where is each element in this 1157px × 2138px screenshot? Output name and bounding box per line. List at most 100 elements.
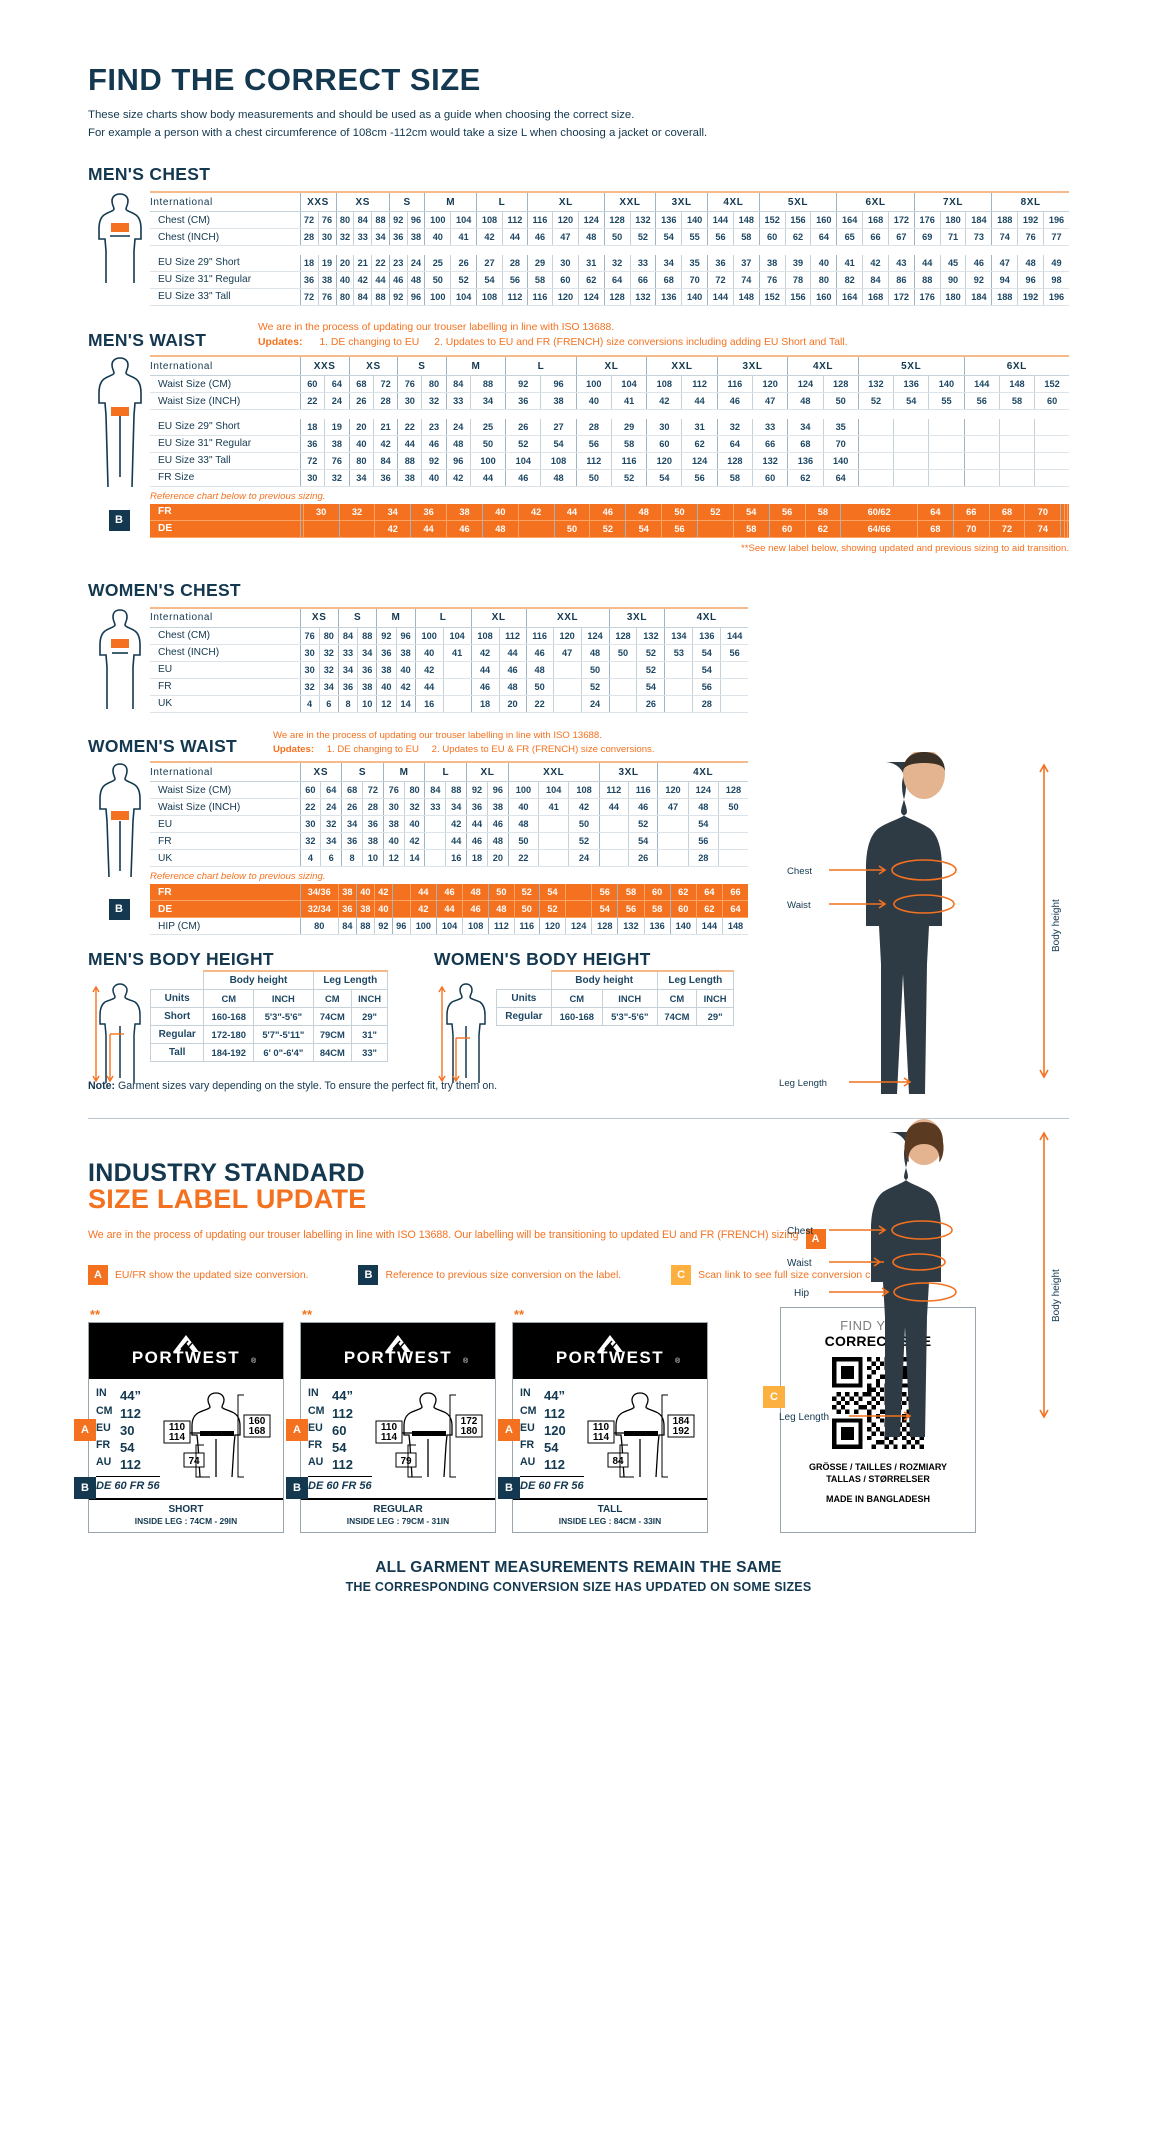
table-row: Waist Size (CM) 60 64 68 72 76 80 84 88 92 96 100 10… (150, 375, 1069, 394)
table-row: FR 32 34 36 38 40 42 44 46 48 50 52 54 56 (150, 832, 748, 851)
cell: 54 (687, 815, 719, 834)
update-line-1: We are in the process of updating our tr… (273, 729, 602, 741)
row-label: Chest (INCH) (150, 644, 300, 662)
cell (552, 695, 582, 713)
row-label: EU Size 33" Tall (150, 288, 300, 306)
table-row: EU Size 31" Regular 36 38 40 42 44 46 48 50 52 54 5… (150, 435, 1069, 453)
cell (299, 503, 304, 521)
cell (928, 435, 965, 453)
cell: 88 (357, 627, 377, 645)
cell: 86 (887, 271, 915, 289)
cell: 26 (450, 254, 477, 272)
cell (391, 884, 411, 902)
industry-lead-text: We are in the process of updating our tr… (88, 1229, 799, 1242)
cell: 66 (952, 503, 990, 521)
col-group-leg-length: Leg Length (656, 970, 735, 991)
cell: 62 (669, 884, 697, 902)
cell: 29" (351, 1007, 388, 1027)
cell: 136 (692, 627, 721, 645)
cell: 52 (628, 815, 658, 834)
cell: 62 (695, 900, 723, 919)
cell: 44 (414, 678, 444, 696)
code-value: 112 (332, 1405, 353, 1421)
cell: 124 (565, 917, 592, 936)
intro-text: These size charts show body measurements… (88, 107, 1069, 142)
cell: 76 (317, 211, 337, 230)
cell (442, 661, 472, 679)
cell: 34 (318, 678, 339, 696)
cell: 104 (450, 211, 477, 230)
update-item-1: 1. DE changing to EU (319, 337, 420, 349)
cell: 46 (589, 503, 626, 521)
code-unit: FR (520, 1438, 535, 1451)
cell: 172 (887, 288, 915, 306)
row-label: Chest (INCH) (150, 228, 300, 247)
cell: 176 (913, 288, 941, 306)
cell: 27 (540, 418, 577, 436)
cell: 88 (445, 781, 467, 800)
size-header-8xl: 8XL (991, 191, 1069, 213)
cell: 18 (299, 418, 325, 436)
size-header-xxl: XXL (525, 606, 610, 628)
cell: 28 (372, 392, 398, 411)
cell: 50 (580, 661, 610, 679)
size-label-card: ** PORTWEST ® IN 44” CM 112 EU 60 FR 54 AU 112 DE 60 … (286, 1307, 496, 1533)
cell: 70 (1024, 503, 1061, 521)
cell: 50 (717, 798, 748, 817)
page-title: FIND THE CORRECT SIZE (88, 62, 481, 97)
cell: 66 (722, 884, 748, 902)
cell (299, 520, 304, 538)
cell: 48 (787, 392, 824, 411)
cell: 23 (421, 418, 447, 436)
cell (424, 832, 446, 851)
cell: 112 (598, 781, 629, 800)
code-unit: AU (520, 1455, 536, 1468)
cell: 128 (591, 917, 618, 936)
cell: 116 (513, 917, 540, 936)
code-unit: FR (308, 1438, 323, 1451)
cell: 84CM (312, 1043, 353, 1063)
cell: 52 (636, 661, 665, 679)
size-code-au: AU 112 (96, 1456, 160, 1473)
code-value: 54 (120, 1439, 135, 1455)
badge-b-card: B (74, 1477, 96, 1500)
cell: 124 (580, 627, 610, 645)
cell: 29" (696, 1007, 734, 1027)
cell: 69 (913, 228, 941, 247)
cell: 36 (388, 228, 408, 247)
cell: 74CM (656, 1007, 698, 1027)
cell: 42 (414, 661, 444, 679)
cell: 64 (916, 503, 954, 521)
cell: 34 (371, 228, 390, 247)
cell: 84 (372, 452, 398, 470)
cell: 42 (445, 815, 467, 834)
size-header-l: L (424, 761, 467, 783)
cell (1066, 503, 1069, 521)
svg-text:172: 172 (460, 1416, 477, 1427)
code-value: 44” (120, 1388, 141, 1404)
cell: 72 (299, 452, 325, 470)
cell: 32 (338, 503, 375, 521)
cell: 46 (462, 900, 489, 919)
cell: 120 (752, 375, 788, 394)
cell: 92 (965, 271, 992, 289)
cell: 48 (462, 884, 489, 902)
cell: 140 (928, 375, 965, 394)
svg-text:84: 84 (612, 1456, 624, 1467)
table-row: HIP (CM) 80 84 88 92 96 100 104 108 112 116 120 124 1… (150, 917, 748, 936)
cell: 144 (695, 917, 723, 936)
womens-waist-title: WOMEN'S WAIST (88, 736, 238, 757)
cell: 152 (758, 288, 786, 306)
cell: 18 (466, 849, 488, 868)
cell: 42 (470, 644, 500, 662)
cell: 24 (445, 418, 471, 436)
industry-title-1: INDUSTRY STANDARD (88, 1159, 365, 1188)
cell: 108 (646, 375, 682, 394)
code-unit: EU (520, 1421, 535, 1434)
unit-cell: CM (312, 989, 353, 1009)
intro-line-2: For example a person with a chest circum… (88, 126, 708, 139)
cell: 40 (348, 435, 374, 453)
cell: 92 (388, 211, 408, 230)
cell: 180 (939, 211, 966, 230)
svg-text:160: 160 (248, 1416, 265, 1427)
